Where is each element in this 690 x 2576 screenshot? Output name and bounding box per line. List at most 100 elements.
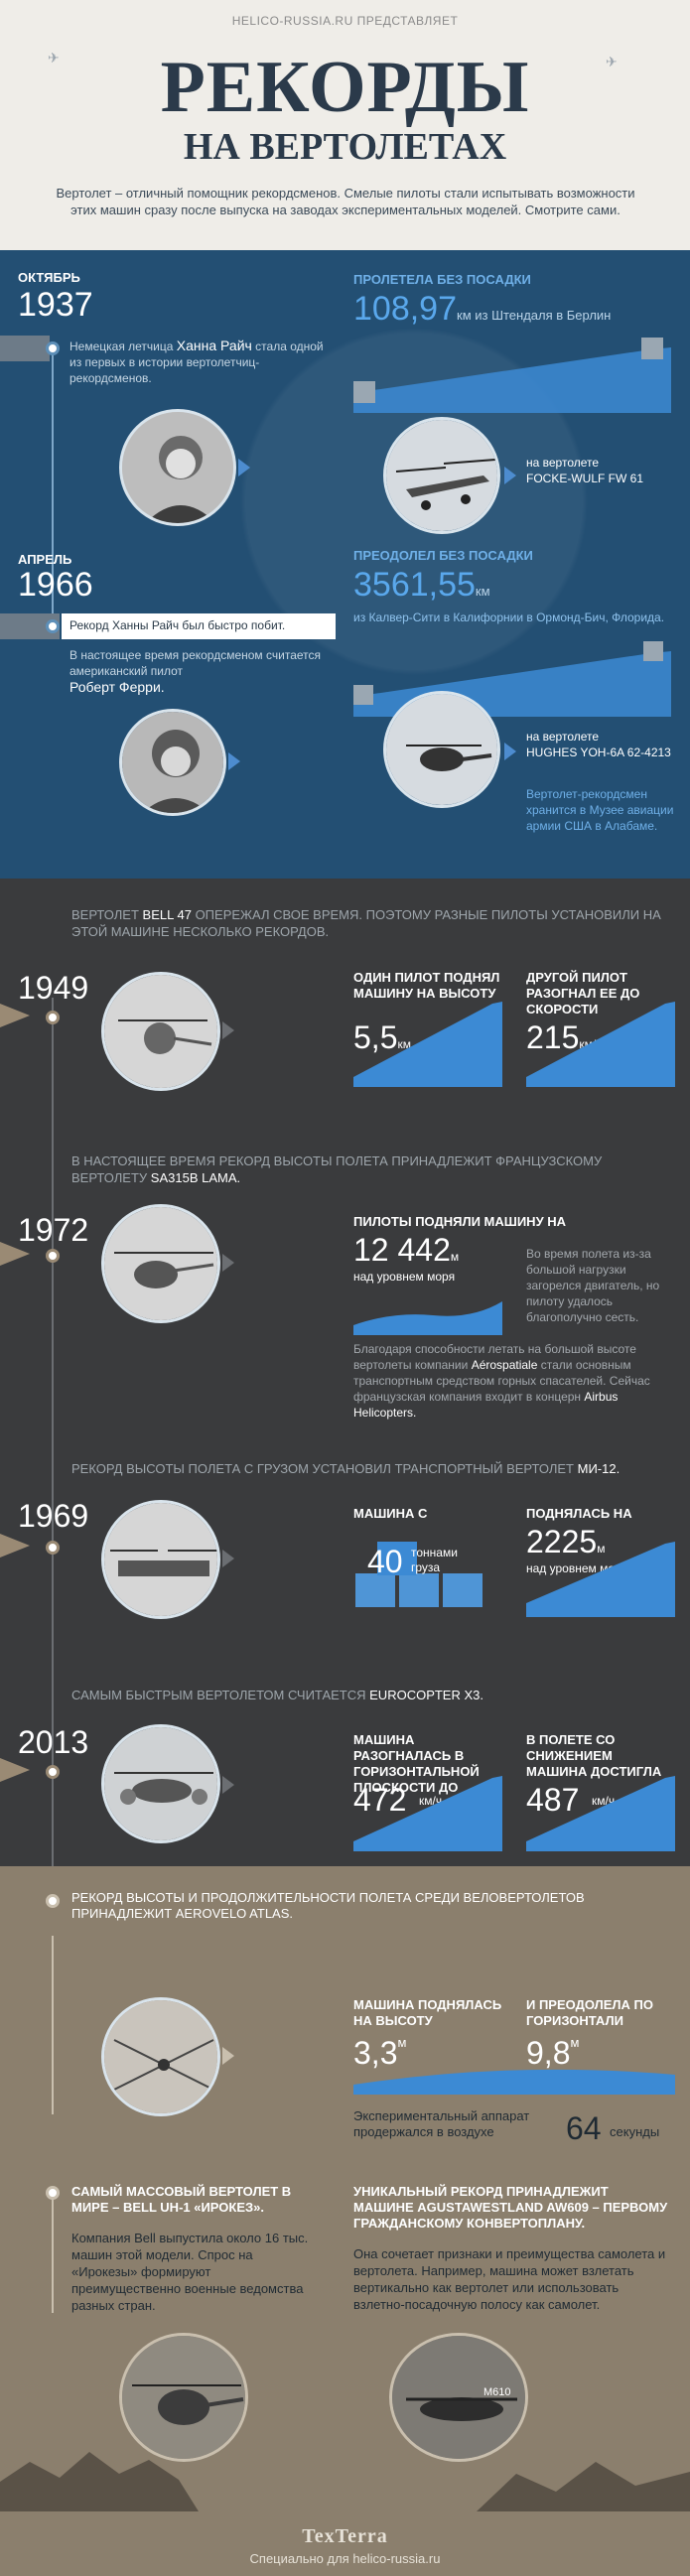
museum-text: Вертолет-рекордсмен хранится в Музее ави… <box>526 787 674 833</box>
distance-chart <box>353 338 671 413</box>
record-value: 64 <box>566 2110 602 2146</box>
record-caption: МАШИНА С <box>353 1506 428 1521</box>
record-caption: ПОДНЯЛАСЬ НА <box>526 1506 632 1521</box>
plane-icon: ✈ <box>606 54 618 69</box>
record-caption: ПРЕОДОЛЕЛ БЕЗ ПОСАДКИ <box>353 548 533 563</box>
record-caption: И ПРЕОДОЛЕЛА ПО ГОРИЗОНТАЛИ <box>526 1997 654 2028</box>
ferry-photo <box>119 709 226 816</box>
timeline-tag <box>0 1242 30 1266</box>
timeline-dot <box>46 341 60 355</box>
record-tag: Рекорд Ханны Райч был быстро побит. <box>62 613 336 639</box>
record-value: 12 442м <box>353 1232 460 1268</box>
bell-intro: Вертолет BELL 47 опережал свое время. По… <box>71 907 661 939</box>
altitude-chart <box>353 1002 502 1087</box>
timeline-tag <box>0 1534 30 1558</box>
plane-icon: ✈ <box>48 50 60 66</box>
record-unit: секунды <box>610 2124 660 2139</box>
timeline-line <box>52 345 54 623</box>
year-label: 1969 <box>18 1498 89 1534</box>
aw609-photo: M610 <box>389 2333 528 2462</box>
record-sub: тоннами груза <box>411 1546 458 1574</box>
route-text: из Калвер-Сити в Калифорнии в Ормонд-Бич… <box>353 610 665 624</box>
record-caption: В ПОЛЕТЕ СО СНИЖЕНИЕМ МАШИНА ДОСТИГЛА <box>526 1732 662 1779</box>
speed-chart <box>526 1002 675 1087</box>
arrow-icon <box>222 1021 234 1039</box>
year-label: 1966 <box>18 566 93 604</box>
arrow-icon <box>504 467 516 484</box>
hughes-photo <box>383 691 500 808</box>
record-value: 40 <box>367 1544 403 1579</box>
heli-1937: на вертолете FOCKE-WULF FW 61 <box>526 456 644 485</box>
mi12-intro: Рекорд высоты полета с грузом установил … <box>71 1461 621 1476</box>
arrow-icon <box>228 752 240 770</box>
atlas-intro: Рекорд высоты и продолжительности полета… <box>71 1890 585 1921</box>
cargo-boxes <box>355 1542 483 1607</box>
heli-1966: на вертолете HUGHES YOH-6A 62-4213 <box>526 730 671 759</box>
timeline-line <box>52 2194 54 2313</box>
timeline-line <box>52 998 54 1881</box>
month-label: ОКТЯБРЬ <box>18 270 80 285</box>
year-label: 1949 <box>18 970 89 1006</box>
credit-line: Специально для helico-russia.ru <box>249 2551 441 2566</box>
mi12-photo <box>101 1500 220 1619</box>
arrow-icon <box>222 1550 234 1567</box>
lama-intro: В настоящее время рекорд высоты полета п… <box>71 1153 603 1185</box>
presents-line: HELICO-RUSSIA.RU ПРЕДСТАВЛЯЕТ <box>231 14 459 28</box>
timeline-tag <box>0 1758 30 1782</box>
timeline-dot <box>46 1249 60 1263</box>
record-caption: МАШИНА РАЗОГНАЛАСЬ В ГОРИЗОНТАЛЬНОЙ ПЛОС… <box>353 1732 480 1795</box>
timeline-dot <box>46 1765 60 1779</box>
timeline-dot <box>46 1541 60 1555</box>
focke-wulf-photo <box>383 417 500 534</box>
texterra-logo: TexTerra <box>302 2525 388 2547</box>
arrow-icon <box>222 1776 234 1794</box>
record-caption: МАШИНА ПОДНЯЛАСЬ НА ВЫСОТУ <box>353 1997 502 2028</box>
distance-chart <box>353 641 671 717</box>
uh1-photo <box>119 2333 248 2462</box>
altitude-chart <box>353 2069 675 2095</box>
aerospatiale-text: Благодаря способности летать на большой … <box>353 1342 650 1420</box>
record-value: 108,97км из Штендаля в Берлин <box>353 290 612 328</box>
year-label: 1937 <box>18 286 93 324</box>
hanna-photo <box>119 409 236 526</box>
section-bell-lama-mi12-x3: Вертолет BELL 47 опережал свое время. По… <box>0 879 690 1881</box>
record-value: 472 <box>353 1782 407 1818</box>
record-sub: над уровнем моря <box>353 1270 456 1284</box>
uh1-text: Компания Bell выпустила около 16 тыс. ма… <box>71 2231 309 2313</box>
record-value: 487 <box>526 1782 580 1818</box>
timeline-dot <box>46 619 60 633</box>
record-value: 9,8 м <box>526 2035 580 2071</box>
record-caption: ПИЛОТЫ ПОДНЯЛИ МАШИНУ НА <box>353 1214 567 1229</box>
timeline-dot <box>46 2186 60 2200</box>
section-atlas-bell-uh1-aw609: Рекорд высоты и продолжительности полета… <box>0 1866 690 2576</box>
uh1-caption: САМЫЙ МАССОВЫЙ ВЕРТОЛЕТ В МИРЕ – BELL UH… <box>71 2184 292 2215</box>
lama-photo <box>101 1204 220 1323</box>
timeline-dot <box>46 1011 60 1024</box>
page-title: РЕКОРДЫ <box>160 47 530 128</box>
record-caption: ОДИН ПИЛОТ ПОДНЯЛ МАШИНУ НА ВЫСОТУ <box>353 970 500 1001</box>
arrow-icon <box>504 743 516 760</box>
ferry-text: В настоящее время рекордсменом считается… <box>69 648 322 695</box>
arrow-icon <box>222 2047 234 2065</box>
timeline-tag <box>0 1004 30 1027</box>
altitude-chart <box>526 1542 675 1617</box>
arrow-icon <box>222 1254 234 1272</box>
record-value: 2225м <box>526 1524 606 1559</box>
timeline-dot <box>46 1894 60 1908</box>
engine-fire-text: Во время полета из-за большой нагрузки з… <box>526 1247 660 1324</box>
x3-intro: Самым быстрым вертолетом считается EUROC… <box>71 1688 483 1702</box>
record-value: 3,3 м <box>353 2035 407 2071</box>
page-subtitle: НА ВЕРТОЛЕТАХ <box>183 126 507 168</box>
altitude-chart <box>353 1301 502 1335</box>
month-label: АПРЕЛЬ <box>18 552 72 567</box>
section-early-records: ОКТЯБРЬ 1937 Немецкая летчица Ханна Райч… <box>0 250 690 879</box>
hanna-text: Немецкая летчица Ханна Райч стала одной … <box>69 338 324 385</box>
header: HELICO-RUSSIA.RU ПРЕДСТАВЛЯЕТ ✈ ✈ РЕКОРД… <box>0 0 690 250</box>
timeline-tag <box>0 336 50 361</box>
speed-chart <box>526 1776 675 1851</box>
speed-chart <box>353 1776 502 1851</box>
held-text: Экспериментальный аппарат продержался в … <box>353 2108 530 2139</box>
aw609-caption: УНИКАЛЬНЫЙ РЕКОРД ПРИНАДЛЕЖИТ МАШИНЕ AGU… <box>353 2184 668 2231</box>
record-caption: ПРОЛЕТЕЛА БЕЗ ПОСАДКИ <box>353 272 531 287</box>
